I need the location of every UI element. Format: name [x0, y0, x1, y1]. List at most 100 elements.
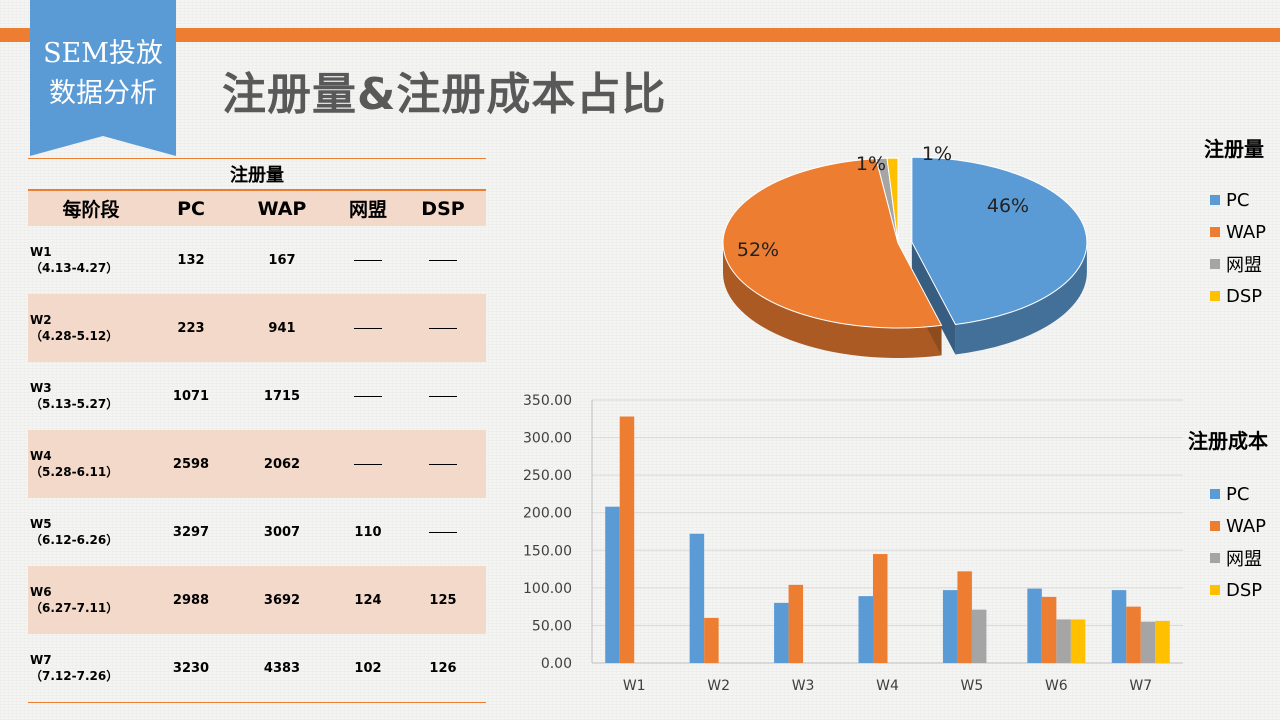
period-code: W2: [30, 313, 52, 327]
legend-item: DSP: [1210, 574, 1266, 606]
legend-item: WAP: [1210, 216, 1266, 248]
period-code: W7: [30, 653, 52, 667]
cell-wap: 941: [228, 294, 336, 362]
cell-dsp: [400, 430, 486, 498]
y-tick-label: 100.00: [523, 581, 572, 597]
badge-line-1: SEM投放: [43, 38, 163, 69]
legend-label: WAP: [1226, 515, 1266, 537]
cell-wap: 3692: [228, 566, 336, 634]
table-header-row: 每阶段 PC WAP 网盟 DSP: [28, 189, 486, 226]
cell-pc: 2598: [154, 430, 228, 498]
period-range: （7.12-7.26）: [30, 669, 119, 683]
cell-wap: 3007: [263, 524, 301, 540]
bar-WAP-W5: [957, 571, 972, 663]
period-range: （6.27-7.11）: [30, 601, 119, 615]
period-code: W5: [30, 517, 52, 531]
header-wangmeng: 网盟: [336, 189, 400, 226]
dash-mark: [429, 327, 457, 329]
bar-DSP-W6: [1070, 619, 1086, 663]
legend-item: DSP: [1210, 280, 1266, 312]
legend-label: DSP: [1226, 579, 1263, 601]
x-tick-label: W7: [1129, 678, 1152, 694]
cell-dsp: 126: [400, 634, 486, 703]
pie-slice-edge: [911, 242, 956, 355]
bar-WAP-W2: [704, 617, 719, 663]
cell-wm: 124: [336, 566, 400, 634]
cell-wm: [336, 294, 400, 362]
cell-dsp: [400, 226, 486, 294]
x-tick-label: W5: [961, 678, 984, 694]
x-tick-label: W6: [1045, 678, 1068, 694]
bar-PC-W5: [942, 590, 958, 663]
period-range: （5.13-5.27）: [30, 397, 119, 411]
period-cell: W1 （4.13-4.27）: [28, 226, 154, 294]
dash-mark: [354, 259, 382, 261]
cell-wm: [336, 430, 400, 498]
pie-slice-side: [955, 242, 1087, 355]
y-tick-label: 300.00: [523, 431, 572, 447]
cell-wm: [336, 362, 400, 430]
pie-legend: PC WAP 网盟 DSP: [1210, 184, 1266, 312]
bar-PC-W1: [605, 506, 620, 663]
legend-swatch: [1210, 195, 1220, 205]
bar-网盟-W5: [971, 609, 987, 663]
legend-label: WAP: [1226, 221, 1266, 243]
header-period: 每阶段: [28, 189, 154, 226]
period-code: W3: [30, 381, 52, 395]
table-row: W7 （7.12-7.26） 3230 4383 102 126: [28, 634, 486, 703]
period-range: （6.12-6.26）: [30, 533, 119, 547]
cell-wm: 102: [336, 634, 400, 703]
period-range: （4.28-5.12）: [30, 329, 119, 343]
header-pc: PC: [154, 189, 228, 226]
y-tick-label: 150.00: [523, 543, 572, 559]
table-row: W1 （4.13-4.27） 132 167: [28, 226, 486, 294]
period-cell: W6 （6.27-7.11）: [28, 566, 154, 634]
bar-WAP-W1: [619, 416, 635, 663]
x-tick-label: W2: [707, 678, 730, 694]
bar-WAP-W3: [788, 584, 804, 663]
table-grid: 每阶段 PC WAP 网盟 DSP W1 （4.13-4.27） 132 167 W2 （…: [28, 189, 486, 703]
bar-PC-W2: [689, 533, 705, 663]
legend-item: WAP: [1210, 510, 1266, 542]
legend-swatch: [1210, 291, 1220, 301]
cell-wap: 2062: [228, 430, 336, 498]
y-tick-label: 50.00: [532, 618, 572, 634]
header-wap: WAP: [228, 189, 336, 226]
bar-PC-W4: [858, 596, 873, 663]
pie-slice-DSP: [886, 157, 899, 244]
cell-pc: 223: [154, 294, 228, 362]
cell-dsp: [400, 498, 486, 566]
bar-WAP-W4: [873, 554, 888, 663]
legend-label: 网盟: [1226, 549, 1262, 570]
table-row: W6 （6.27-7.11） 2988 3692 124 125: [28, 566, 486, 634]
x-tick-label: W1: [623, 678, 646, 694]
badge-text: SEM投放 数据分析: [30, 34, 176, 114]
period-cell: W4 （5.28-6.11）: [28, 430, 154, 498]
dash-mark: [429, 463, 457, 465]
bar-legend: PC WAP 网盟 DSP: [1210, 478, 1266, 606]
period-range: （5.28-6.11）: [30, 465, 119, 479]
cell-pc: 3230: [154, 634, 228, 703]
table-row: W4 （5.28-6.11） 2598 2062: [28, 430, 486, 498]
header-dsp: DSP: [400, 189, 486, 226]
legend-swatch: [1210, 585, 1220, 595]
bar-网盟-W7: [1140, 621, 1156, 663]
period-cell: W5 （6.12-6.26）: [28, 498, 154, 566]
badge-line-2: 数据分析: [49, 78, 157, 109]
cell-pc: 3297: [172, 524, 210, 540]
legend-swatch: [1210, 521, 1220, 531]
cell-pc: 132: [177, 252, 205, 268]
legend-swatch: [1210, 553, 1220, 563]
cell-wap: 4383: [228, 634, 336, 703]
pie-slice-side: [723, 243, 942, 358]
legend-item: 网盟: [1210, 248, 1266, 280]
period-code: W4: [30, 449, 52, 463]
x-tick-label: W4: [876, 678, 899, 694]
y-tick-label: 0.00: [541, 656, 572, 672]
bar-PC-W7: [1111, 590, 1127, 663]
legend-swatch: [1210, 259, 1220, 269]
bar-WAP-W7: [1126, 606, 1141, 663]
dash-mark: [429, 531, 457, 533]
legend-swatch: [1210, 489, 1220, 499]
